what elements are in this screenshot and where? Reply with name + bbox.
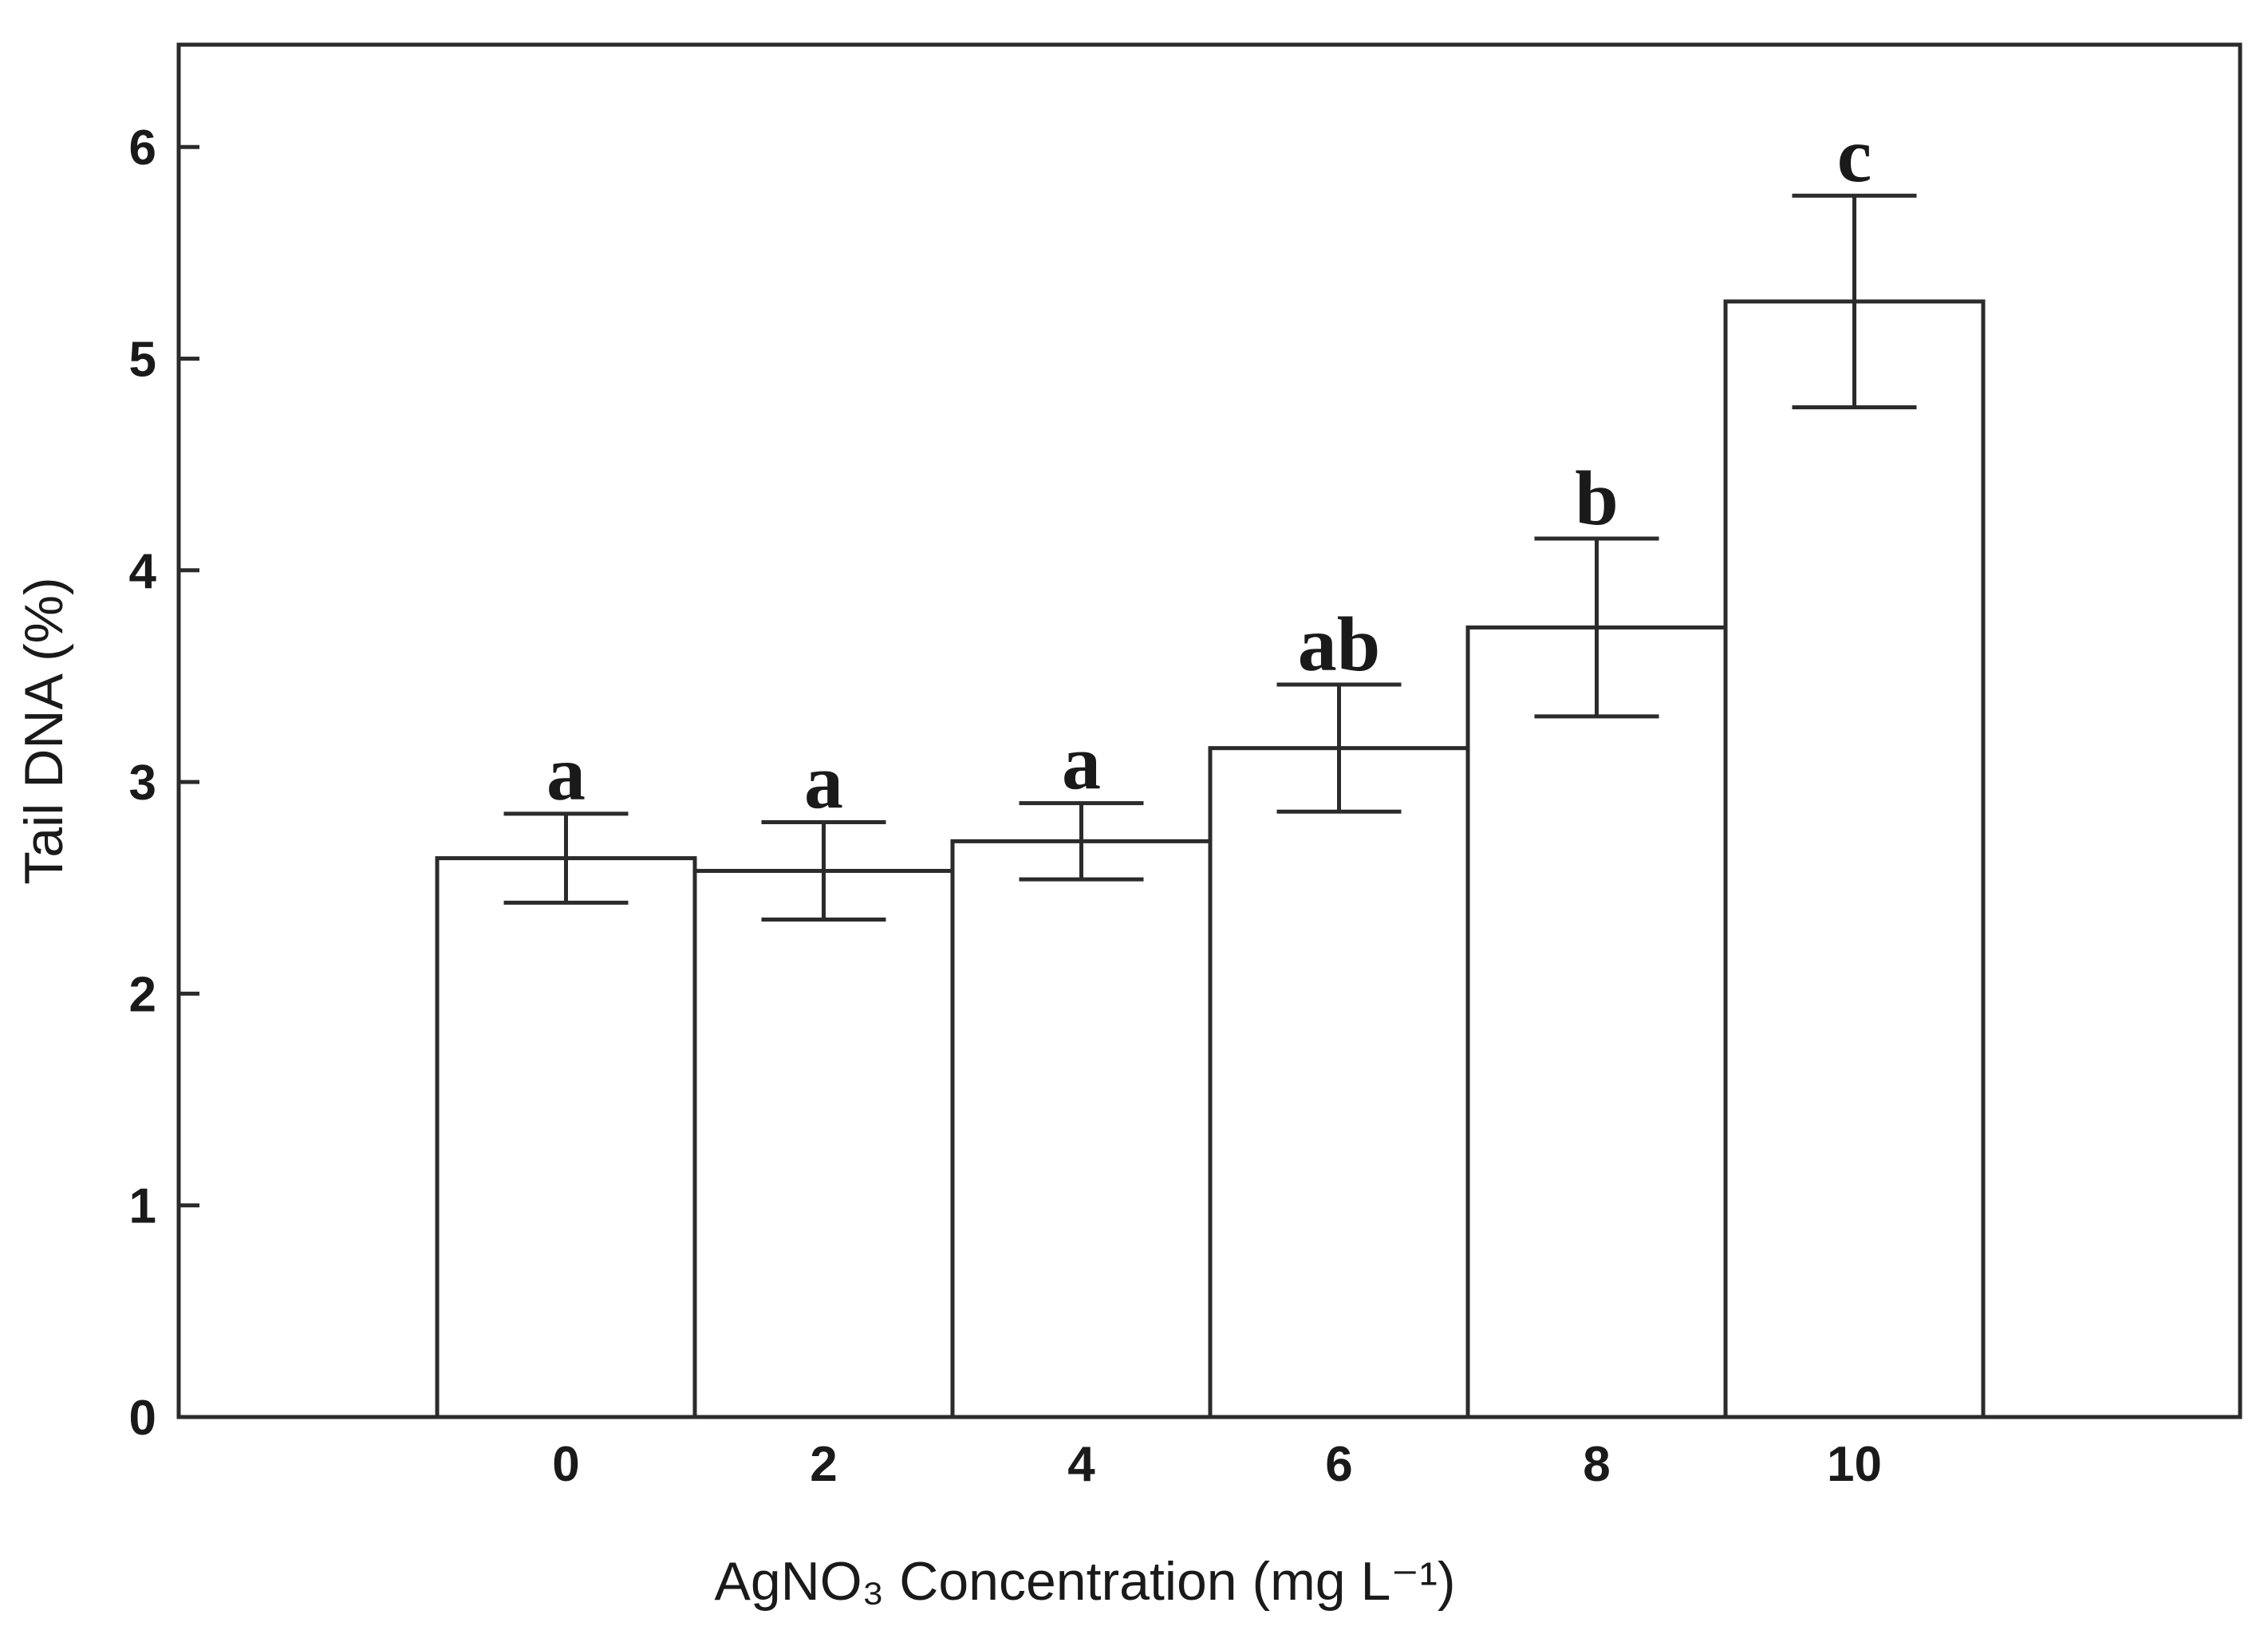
y-tick-label: 2	[129, 967, 156, 1022]
error-bars-layer	[503, 193, 1917, 922]
significance-label-4: a	[1062, 720, 1101, 807]
y-tick-label: 5	[129, 333, 156, 388]
bar-0	[435, 856, 697, 1419]
x-tick-label-10: 10	[1827, 1437, 1882, 1492]
y-tick-label: 3	[129, 756, 156, 811]
y-axis-title: Tail DNA (%)	[14, 577, 74, 884]
significance-labels-layer: a a a ab b c	[546, 112, 1872, 825]
error-bar-0	[503, 811, 629, 905]
significance-label-10: c	[1837, 112, 1872, 199]
bar-8	[1465, 625, 1728, 1419]
bar-4	[950, 839, 1213, 1419]
error-bar-6	[1276, 682, 1402, 814]
error-bar-10	[1792, 193, 1917, 410]
bar-10	[1723, 299, 1986, 1419]
x-tick-label-0: 0	[552, 1437, 579, 1492]
error-bar-4	[1019, 801, 1144, 882]
x-tick-label-2: 2	[810, 1437, 837, 1492]
bar-2	[692, 869, 955, 1419]
x-axis: 0 2 4 6 8 10	[552, 1437, 1882, 1492]
bar-6	[1208, 746, 1470, 1419]
significance-label-6: ab	[1298, 602, 1381, 688]
x-tick-label-4: 4	[1067, 1437, 1095, 1492]
significance-label-8: b	[1575, 456, 1619, 542]
error-bar-8	[1534, 536, 1659, 719]
y-tick-label: 6	[129, 120, 156, 176]
y-axis: 0 1 2 3 4 5 6	[129, 120, 199, 1446]
x-axis-title: AgNO₃ Concentration (mg L⁻¹)	[714, 1551, 1455, 1612]
y-tick-label: 0	[129, 1391, 156, 1446]
x-tick-label-8: 8	[1583, 1437, 1610, 1492]
y-tick-label: 1	[129, 1179, 156, 1234]
significance-label-2: a	[804, 740, 843, 826]
error-bar-2	[761, 820, 886, 922]
bars-layer	[435, 299, 1986, 1419]
y-tick-label: 4	[129, 544, 157, 599]
x-tick-label-6: 6	[1325, 1437, 1352, 1492]
significance-label-0: a	[546, 731, 586, 817]
